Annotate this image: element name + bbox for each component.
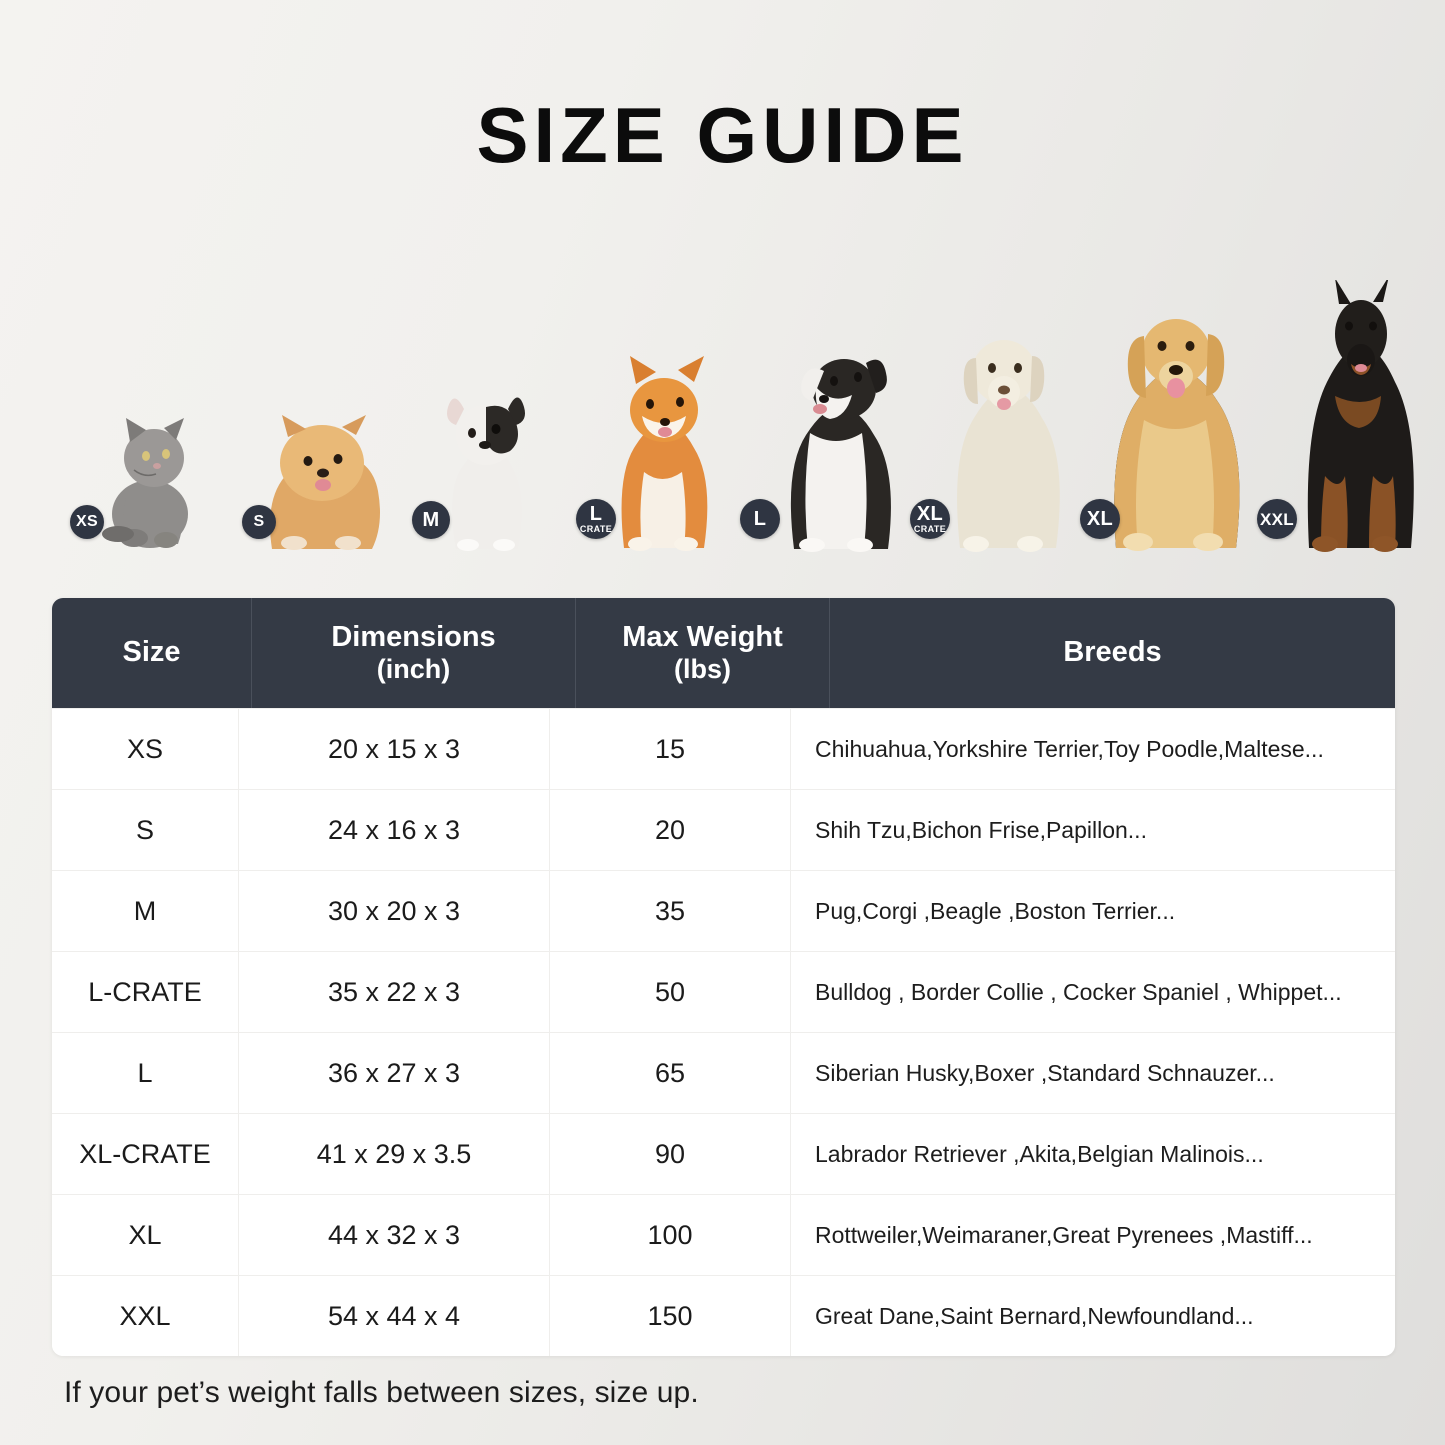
badge-s: S — [242, 505, 276, 539]
cell-breeds: Rottweiler,Weimaraner,Great Pyrenees ,Ma… — [815, 1221, 1313, 1248]
animal-doberman: XXL — [1257, 280, 1428, 552]
cell-breeds: Shih Tzu,Bichon Frise,Papillon... — [815, 816, 1147, 843]
cell-dimensions: 30 x 20 x 3 — [239, 871, 550, 951]
badge-l-crate: L CRATE — [576, 499, 616, 539]
cell-dimensions: 36 x 27 x 3 — [239, 1033, 550, 1113]
cell-size: L-CRATE — [52, 952, 239, 1032]
cell-weight: 20 — [550, 790, 791, 870]
table-row: XS 20 x 15 x 3 15 Chihuahua,Yorkshire Te… — [52, 708, 1395, 789]
size-table: Size Dimensions (inch) Max Weight (lbs) … — [52, 598, 1395, 1356]
cell-size: XXL — [52, 1276, 239, 1356]
column-header-max-weight: Max Weight (lbs) — [576, 598, 830, 708]
animal-labrador: XL CRATE — [910, 320, 1076, 552]
cell-dimensions: 54 x 44 x 4 — [239, 1276, 550, 1356]
animal-cat: XS — [70, 402, 218, 552]
cell-size: M — [52, 871, 239, 951]
table-row: M 30 x 20 x 3 35 Pug,Corgi ,Beagle ,Bost… — [52, 870, 1395, 951]
cell-breeds: Siberian Husky,Boxer ,Standard Schnauzer… — [815, 1059, 1275, 1086]
animal-border-collie: L — [740, 337, 913, 552]
pomeranian-illustration — [270, 415, 380, 550]
badge-l: L — [740, 499, 780, 539]
table-header-row: Size Dimensions (inch) Max Weight (lbs) … — [52, 598, 1395, 708]
animal-french-bulldog: M — [412, 387, 544, 552]
column-header-dimensions: Dimensions (inch) — [252, 598, 576, 708]
cell-breeds: Great Dane,Saint Bernard,Newfoundland... — [815, 1302, 1254, 1329]
page-title: SIZE GUIDE — [476, 91, 969, 179]
cell-breeds: Chihuahua,Yorkshire Terrier,Toy Poodle,M… — [815, 735, 1324, 762]
badge-m: M — [412, 501, 450, 539]
badge-xl-crate: XL CRATE — [910, 499, 950, 539]
cell-breeds: Bulldog , Border Collie , Cocker Spaniel… — [815, 978, 1342, 1005]
column-header-size: Size — [52, 598, 252, 708]
cell-dimensions: 24 x 16 x 3 — [239, 790, 550, 870]
sizing-note: If your pet’s weight falls between sizes… — [64, 1376, 699, 1409]
cell-size: XS — [52, 709, 239, 789]
cell-size: XL-CRATE — [52, 1114, 239, 1194]
cell-breeds: Labrador Retriever ,Akita,Belgian Malino… — [815, 1140, 1264, 1167]
cell-weight: 15 — [550, 709, 791, 789]
table-row: L-CRATE 35 x 22 x 3 50 Bulldog , Border … — [52, 951, 1395, 1032]
table-row: XXL 54 x 44 x 4 150 Great Dane,Saint Ber… — [52, 1275, 1395, 1356]
cell-size: XL — [52, 1195, 239, 1275]
cell-weight: 150 — [550, 1276, 791, 1356]
table-row: XL 44 x 32 x 3 100 Rottweiler,Weimaraner… — [52, 1194, 1395, 1275]
cat-illustration — [102, 418, 188, 548]
french-bulldog-illustration — [447, 397, 525, 551]
table-row: XL-CRATE 41 x 29 x 3.5 90 Labrador Retri… — [52, 1113, 1395, 1194]
animal-pomeranian: S — [242, 407, 398, 552]
table-row: L 36 x 27 x 3 65 Siberian Husky,Boxer ,S… — [52, 1032, 1395, 1113]
cell-size: L — [52, 1033, 239, 1113]
border-collie-illustration — [790, 359, 891, 552]
doberman-illustration — [1307, 280, 1414, 552]
cell-dimensions: 35 x 22 x 3 — [239, 952, 550, 1032]
animal-shiba-inu: L CRATE — [576, 352, 732, 552]
cell-weight: 65 — [550, 1033, 791, 1113]
badge-xl: XL — [1080, 499, 1120, 539]
badge-xs: XS — [70, 505, 104, 539]
cell-breeds: Pug,Corgi ,Beagle ,Boston Terrier... — [815, 897, 1176, 924]
cell-weight: 35 — [550, 871, 791, 951]
cell-weight: 100 — [550, 1195, 791, 1275]
labrador-illustration — [957, 340, 1060, 552]
golden-retriever-illustration — [1114, 319, 1240, 551]
cell-dimensions: 41 x 29 x 3.5 — [239, 1114, 550, 1194]
table-row: S 24 x 16 x 3 20 Shih Tzu,Bichon Frise,P… — [52, 789, 1395, 870]
animal-golden-retriever: XL — [1080, 300, 1263, 552]
badge-xxl: XXL — [1257, 499, 1297, 539]
cell-size: S — [52, 790, 239, 870]
cell-dimensions: 20 x 15 x 3 — [239, 709, 550, 789]
column-header-breeds: Breeds — [1063, 636, 1162, 669]
shiba-inu-illustration — [621, 356, 708, 551]
animal-lineup: XS S — [58, 262, 1414, 552]
cell-weight: 50 — [550, 952, 791, 1032]
cell-dimensions: 44 x 32 x 3 — [239, 1195, 550, 1275]
cell-weight: 90 — [550, 1114, 791, 1194]
